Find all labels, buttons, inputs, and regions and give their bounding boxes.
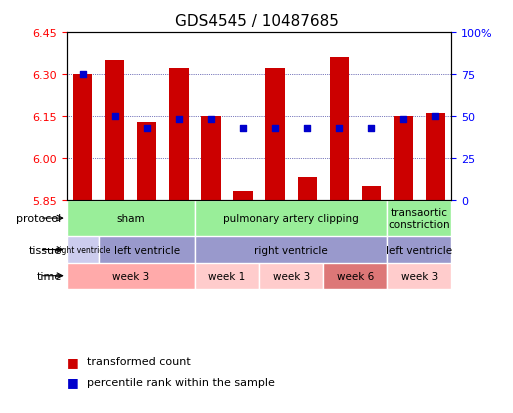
Bar xyxy=(98,200,131,202)
Text: time: time xyxy=(36,271,62,281)
Text: week 1: week 1 xyxy=(208,271,246,281)
Bar xyxy=(420,200,451,202)
Point xyxy=(175,117,183,123)
Bar xyxy=(259,263,323,289)
Point xyxy=(143,125,151,132)
Bar xyxy=(67,237,98,263)
Bar xyxy=(163,200,195,202)
Bar xyxy=(426,114,445,200)
Bar xyxy=(298,178,317,200)
Text: transaortic
constriction: transaortic constriction xyxy=(388,208,450,229)
Text: week 6: week 6 xyxy=(337,271,374,281)
Text: GDS4545 / 10487685: GDS4545 / 10487685 xyxy=(174,14,339,29)
Bar xyxy=(265,69,285,200)
Text: left ventricle: left ventricle xyxy=(386,245,452,255)
Bar xyxy=(387,237,451,263)
Point xyxy=(271,125,279,132)
Point xyxy=(399,117,407,123)
Bar xyxy=(195,200,387,237)
Bar xyxy=(387,200,451,237)
Point xyxy=(431,113,440,120)
Point xyxy=(335,125,343,132)
Text: ■: ■ xyxy=(67,355,78,368)
Bar xyxy=(355,200,387,202)
Text: sham: sham xyxy=(116,214,145,223)
Point xyxy=(111,113,119,120)
Bar xyxy=(195,200,227,202)
Bar xyxy=(323,263,387,289)
Bar xyxy=(201,116,221,200)
Bar xyxy=(67,200,195,237)
Point xyxy=(239,125,247,132)
Bar xyxy=(73,75,92,200)
Text: protocol: protocol xyxy=(16,214,62,223)
Text: week 3: week 3 xyxy=(112,271,149,281)
Text: transformed count: transformed count xyxy=(87,356,191,366)
Bar xyxy=(169,69,189,200)
Text: week 3: week 3 xyxy=(401,271,438,281)
Text: right ventricle: right ventricle xyxy=(254,245,328,255)
Text: ■: ■ xyxy=(67,375,78,389)
Bar xyxy=(387,200,420,202)
Bar xyxy=(393,116,413,200)
Bar xyxy=(291,200,323,202)
Point xyxy=(367,125,376,132)
Point xyxy=(78,71,87,78)
Text: week 3: week 3 xyxy=(272,271,310,281)
Bar xyxy=(362,186,381,200)
Bar xyxy=(227,200,259,202)
Point xyxy=(207,117,215,123)
Bar xyxy=(67,263,195,289)
Text: pulmonary artery clipping: pulmonary artery clipping xyxy=(223,214,359,223)
Bar xyxy=(98,237,195,263)
Bar xyxy=(105,61,124,200)
Bar xyxy=(233,192,252,200)
Bar xyxy=(67,200,98,202)
Bar xyxy=(137,122,156,200)
Bar xyxy=(323,200,355,202)
Bar xyxy=(131,200,163,202)
Text: left ventricle: left ventricle xyxy=(114,245,180,255)
Bar xyxy=(195,237,387,263)
Bar xyxy=(329,58,349,200)
Point xyxy=(303,125,311,132)
Bar xyxy=(259,200,291,202)
Bar xyxy=(195,263,259,289)
Text: percentile rank within the sample: percentile rank within the sample xyxy=(87,377,275,387)
Text: right ventricle: right ventricle xyxy=(55,245,110,254)
Text: tissue: tissue xyxy=(29,245,62,255)
Bar xyxy=(387,263,451,289)
